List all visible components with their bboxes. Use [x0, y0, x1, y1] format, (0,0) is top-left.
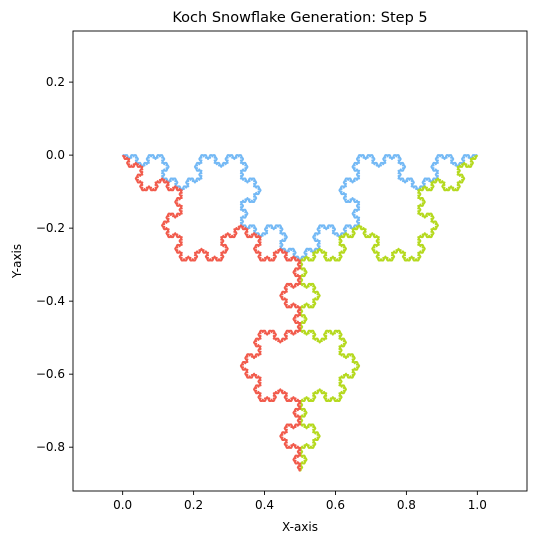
- x-tick-label: 0.0: [113, 498, 132, 512]
- x-axis-label: X-axis: [282, 520, 318, 534]
- y-tick-label: 0.2: [46, 75, 65, 89]
- x-axis-ticks: 0.0 0.2 0.4 0.6 0.8 1.0: [113, 491, 487, 512]
- y-tick-label: −0.6: [36, 367, 65, 381]
- koch-series-3: [121, 154, 301, 472]
- y-tick-label: −0.2: [36, 221, 65, 235]
- series-layer: [121, 154, 479, 472]
- x-tick-label: 0.2: [184, 498, 203, 512]
- y-axis-ticks: 0.2 0.0 −0.2 −0.4 −0.6 −0.8: [36, 75, 73, 454]
- y-tick-label: −0.8: [36, 440, 65, 454]
- x-tick-label: 0.8: [397, 498, 416, 512]
- plot-area: [72, 30, 528, 492]
- y-axis-label: Y-axis: [10, 244, 24, 279]
- x-tick-label: 0.4: [255, 498, 274, 512]
- x-tick-label: 1.0: [468, 498, 487, 512]
- x-tick-label: 0.6: [326, 498, 345, 512]
- plot-border: [72, 30, 528, 492]
- chart-title: Koch Snowflake Generation: Step 5: [172, 10, 427, 26]
- y-tick-label: −0.4: [36, 294, 65, 308]
- y-tick-label: 0.0: [46, 148, 65, 162]
